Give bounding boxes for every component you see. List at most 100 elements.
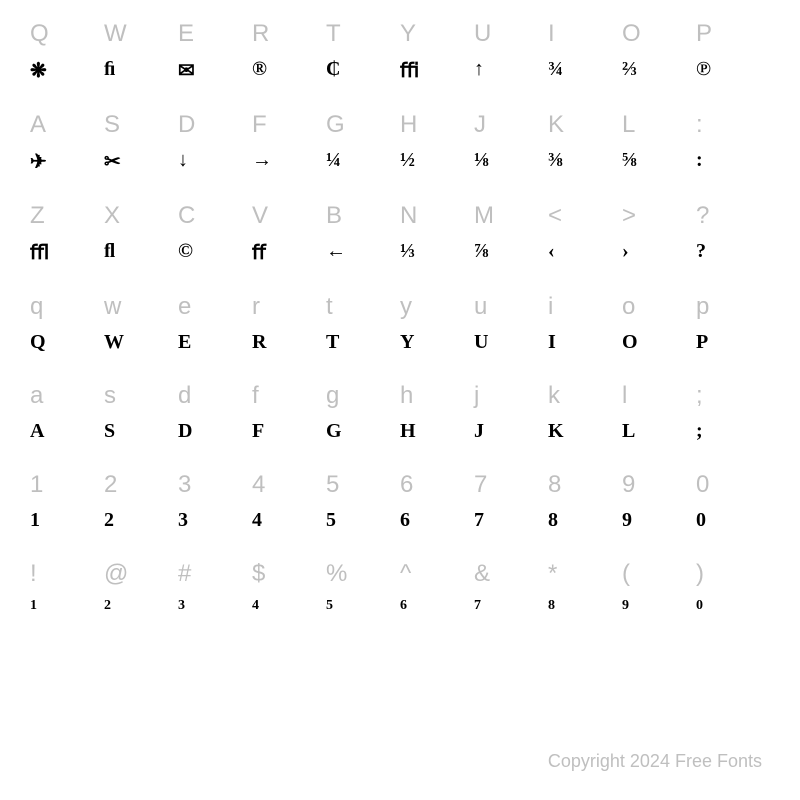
key-label: U xyxy=(474,20,548,48)
key-label: @ xyxy=(104,560,178,588)
key-label: ? xyxy=(696,202,770,230)
glyph-value: 6 xyxy=(400,509,474,532)
row-pair: asdfghjkl; ASDFGHJKL; xyxy=(30,382,770,443)
key-label: Z xyxy=(30,202,104,230)
glyph-value: 8 xyxy=(548,598,622,614)
key-label: d xyxy=(178,382,252,410)
glyph-value: 2 xyxy=(104,598,178,614)
key-label: D xyxy=(178,111,252,139)
key-label: ( xyxy=(622,560,696,588)
key-label: V xyxy=(252,202,326,230)
glyph-value: O xyxy=(622,331,696,354)
key-label: $ xyxy=(252,560,326,588)
glyph-value: I xyxy=(548,331,622,354)
glyph-value: 9 xyxy=(622,598,696,614)
glyph-value: H xyxy=(400,420,474,443)
row-pair: !@#$%^&*() 1234567890 xyxy=(30,560,770,614)
key-label: l xyxy=(622,382,696,410)
glyph-row: ASDFGHJKL; xyxy=(30,420,770,443)
key-label: X xyxy=(104,202,178,230)
glyph-value: ⅛ xyxy=(474,149,548,174)
key-label: f xyxy=(252,382,326,410)
glyph-value: G xyxy=(326,420,400,443)
character-map-grid: QWERTYUIOP❋ﬁ✉®₵ﬃ↑¾⅔℗ASDFGHJKL:✈✂↓→¼½⅛⅜⅝:… xyxy=(30,20,770,614)
glyph-value: S xyxy=(104,420,178,443)
key-label: ^ xyxy=(400,560,474,588)
glyph-value: ❋ xyxy=(30,58,104,83)
key-label: J xyxy=(474,111,548,139)
glyph-value: ↑ xyxy=(474,58,548,83)
key-label: 9 xyxy=(622,471,696,499)
key-label: Q xyxy=(30,20,104,48)
glyph-value: R xyxy=(252,331,326,354)
key-label: A xyxy=(30,111,104,139)
glyph-value: ✈ xyxy=(30,149,104,174)
glyph-value: W xyxy=(104,331,178,354)
glyph-value: ; xyxy=(696,420,770,443)
glyph-value: F xyxy=(252,420,326,443)
key-label: h xyxy=(400,382,474,410)
glyph-value: ⅔ xyxy=(622,58,696,83)
glyph-value: E xyxy=(178,331,252,354)
key-label: & xyxy=(474,560,548,588)
key-label: 5 xyxy=(326,471,400,499)
key-label: 8 xyxy=(548,471,622,499)
key-label: t xyxy=(326,293,400,321)
glyph-value: D xyxy=(178,420,252,443)
key-label: e xyxy=(178,293,252,321)
key-label: % xyxy=(326,560,400,588)
key-label: r xyxy=(252,293,326,321)
key-row: !@#$%^&*() xyxy=(30,560,770,588)
glyph-value: Q xyxy=(30,331,104,354)
key-row: qwertyuiop xyxy=(30,293,770,321)
glyph-value: 5 xyxy=(326,509,400,532)
glyph-row: QWERTYUIOP xyxy=(30,331,770,354)
row-pair: QWERTYUIOP❋ﬁ✉®₵ﬃ↑¾⅔℗ xyxy=(30,20,770,83)
key-label: N xyxy=(400,202,474,230)
key-label: : xyxy=(696,111,770,139)
glyph-value: → xyxy=(252,149,326,174)
key-label: P xyxy=(696,20,770,48)
glyph-value: ₵ xyxy=(326,58,400,83)
key-label: 6 xyxy=(400,471,474,499)
glyph-row: ﬄﬂ©ﬀ←⅓⅞‹›? xyxy=(30,240,770,265)
glyph-value: 7 xyxy=(474,598,548,614)
key-label: S xyxy=(104,111,178,139)
key-label: M xyxy=(474,202,548,230)
key-label: ) xyxy=(696,560,770,588)
key-label: q xyxy=(30,293,104,321)
key-label: 4 xyxy=(252,471,326,499)
glyph-row: 1234567890 xyxy=(30,598,770,614)
copyright-footer: Copyright 2024 Free Fonts xyxy=(548,751,762,772)
key-label: * xyxy=(548,560,622,588)
glyph-value: ✉ xyxy=(178,58,252,83)
key-label: 2 xyxy=(104,471,178,499)
glyph-value: ⅞ xyxy=(474,240,548,265)
glyph-value: L xyxy=(622,420,696,443)
glyph-value: 7 xyxy=(474,509,548,532)
glyph-value: ﬃ xyxy=(400,58,474,83)
key-label: H xyxy=(400,111,474,139)
key-label: T xyxy=(326,20,400,48)
key-label: j xyxy=(474,382,548,410)
key-label: o xyxy=(622,293,696,321)
glyph-value: 8 xyxy=(548,509,622,532)
glyph-value: ← xyxy=(326,240,400,265)
glyph-value: A xyxy=(30,420,104,443)
glyph-value: © xyxy=(178,240,252,265)
glyph-value: ﬁ xyxy=(104,58,178,83)
glyph-value: ﬂ xyxy=(104,240,178,265)
glyph-value: 0 xyxy=(696,598,770,614)
glyph-value: 5 xyxy=(326,598,400,614)
key-label: W xyxy=(104,20,178,48)
row-pair: 12345678901234567890 xyxy=(30,471,770,532)
glyph-row: 1234567890 xyxy=(30,509,770,532)
key-label: y xyxy=(400,293,474,321)
glyph-row: ❋ﬁ✉®₵ﬃ↑¾⅔℗ xyxy=(30,58,770,83)
key-row: asdfghjkl; xyxy=(30,382,770,410)
key-label: G xyxy=(326,111,400,139)
row-pair: ZXCVBNM<>?ﬄﬂ©ﬀ←⅓⅞‹›? xyxy=(30,202,770,265)
glyph-value: 3 xyxy=(178,509,252,532)
glyph-value: 4 xyxy=(252,598,326,614)
glyph-value: ¼ xyxy=(326,149,400,174)
